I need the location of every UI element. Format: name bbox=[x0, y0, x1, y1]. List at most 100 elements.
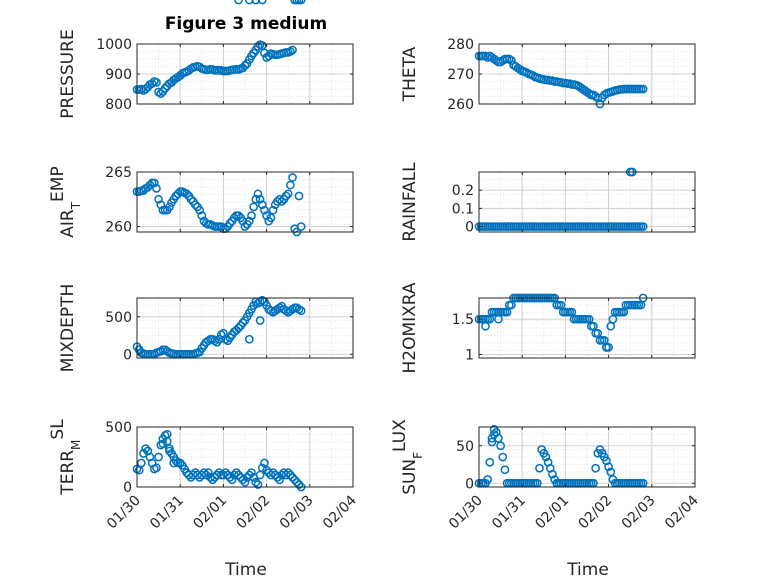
subplot-mixdepth: 0 500 MIXDEPTH bbox=[58, 284, 354, 373]
data-point bbox=[257, 295, 267, 305]
y-tick-label: 265 bbox=[105, 165, 132, 181]
data-point bbox=[262, 211, 271, 220]
data-point bbox=[249, 202, 258, 212]
data-point bbox=[255, 316, 265, 325]
y-tick-label: 50 bbox=[456, 439, 474, 455]
data-point bbox=[244, 0, 254, 5]
y-axis-label: AIRTEMP bbox=[48, 166, 83, 237]
x-tick-label: 01/31 bbox=[489, 493, 529, 533]
data-point bbox=[247, 211, 256, 220]
data-point bbox=[294, 191, 304, 201]
data-point bbox=[487, 437, 497, 447]
axes-box bbox=[136, 171, 354, 233]
data-point bbox=[158, 439, 168, 449]
x-tick-label: 01/31 bbox=[147, 493, 187, 533]
y-tick-label: 0.1 bbox=[452, 201, 474, 217]
x-tick-label: 02/04 bbox=[320, 492, 360, 532]
data-point bbox=[255, 470, 265, 480]
data-point bbox=[225, 473, 235, 482]
subplot-h2omixra: 1 1.5 H2OMIXRA bbox=[400, 282, 696, 374]
data-point bbox=[227, 475, 237, 485]
data-point bbox=[535, 463, 544, 473]
x-axis-label-left: Time bbox=[224, 560, 267, 580]
y-tick-label: 1.5 bbox=[452, 312, 474, 328]
data-point bbox=[154, 87, 163, 97]
data-point bbox=[165, 202, 174, 212]
data-point bbox=[296, 0, 306, 5]
y-tick-label: 0 bbox=[465, 220, 474, 236]
x-tick-label: 02/02 bbox=[234, 493, 274, 533]
data-point bbox=[145, 180, 155, 190]
y-axis-label: MIXDEPTH bbox=[58, 284, 78, 373]
data-point bbox=[141, 84, 150, 94]
y-tick-label: 500 bbox=[105, 420, 132, 436]
data-point bbox=[604, 462, 613, 472]
x-tick-label: 02/01 bbox=[190, 493, 230, 533]
data-point bbox=[162, 429, 172, 439]
y-axis-label: TERRMSL bbox=[48, 419, 83, 496]
data-point bbox=[171, 191, 181, 201]
y-axis-label: THETA bbox=[400, 46, 420, 102]
data-point bbox=[288, 473, 297, 482]
data-point bbox=[296, 222, 306, 231]
data-point bbox=[277, 197, 287, 206]
y-tick-label: 800 bbox=[105, 97, 132, 113]
data-point bbox=[238, 475, 248, 485]
y-axis-label: SUNFLUX bbox=[390, 419, 425, 495]
subplot-theta: 260 270 280 THETA bbox=[400, 37, 696, 113]
data-point bbox=[152, 184, 161, 193]
x-tick-label: 01/30 bbox=[104, 493, 144, 533]
data-point bbox=[154, 194, 163, 204]
y-axis-label: H2OMIXRA bbox=[400, 282, 420, 373]
x-tick-label: 02/04 bbox=[662, 492, 702, 532]
data-point bbox=[165, 446, 174, 456]
y-tick-label: 1000 bbox=[96, 37, 132, 53]
data-point bbox=[210, 336, 220, 346]
data-point bbox=[143, 182, 153, 192]
data-point bbox=[154, 452, 163, 462]
data-point bbox=[238, 318, 248, 328]
data-point bbox=[638, 84, 648, 94]
subplot-pressure: 800 900 1000 PRESSURE bbox=[58, 0, 354, 119]
x-tick-label: 02/01 bbox=[532, 493, 572, 533]
data-point bbox=[548, 469, 557, 479]
data-point bbox=[152, 463, 161, 473]
data-point bbox=[136, 458, 146, 468]
y-tick-label: 280 bbox=[447, 37, 474, 53]
y-tick-label: 900 bbox=[105, 67, 132, 83]
data-point bbox=[500, 465, 510, 475]
data-point bbox=[283, 468, 293, 477]
data-point bbox=[221, 468, 230, 477]
y-tick-label: 260 bbox=[447, 97, 474, 113]
data-point bbox=[234, 0, 243, 5]
data-point bbox=[234, 470, 243, 480]
axes-box bbox=[136, 297, 354, 359]
data-point bbox=[257, 200, 267, 210]
data-point bbox=[156, 200, 166, 210]
data-point bbox=[240, 61, 250, 70]
data-point bbox=[232, 468, 241, 477]
data-point bbox=[149, 178, 159, 188]
data-point bbox=[216, 330, 226, 340]
data-point bbox=[208, 475, 217, 485]
data-point bbox=[255, 194, 265, 204]
data-point bbox=[197, 211, 207, 220]
data-point bbox=[199, 468, 209, 477]
data-point bbox=[251, 477, 261, 487]
data-point bbox=[489, 430, 499, 439]
data-point bbox=[292, 477, 302, 487]
data-point bbox=[171, 456, 181, 465]
axes-box bbox=[478, 426, 696, 488]
data-point bbox=[240, 477, 250, 487]
data-point bbox=[147, 79, 157, 88]
data-point bbox=[141, 444, 150, 453]
data-point bbox=[186, 194, 196, 204]
data-point bbox=[225, 218, 235, 228]
figure-title: Figure 3 medium bbox=[165, 14, 327, 34]
x-axis-label-right: Time bbox=[566, 560, 609, 580]
data-point bbox=[266, 213, 276, 223]
y-tick-label: 260 bbox=[105, 220, 132, 236]
x-tick-label: 02/03 bbox=[277, 493, 317, 533]
